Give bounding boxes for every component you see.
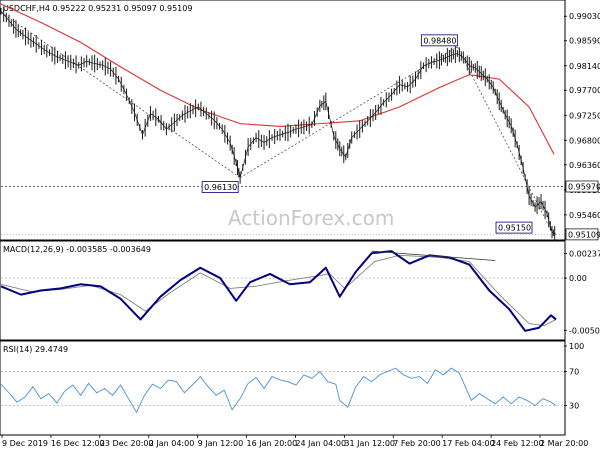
rsi-tick-label: 100 — [569, 342, 584, 351]
ma-line — [0, 3, 555, 155]
rsi-panel — [0, 340, 566, 436]
price-tick-label: 0.99030 — [569, 12, 600, 21]
trend-line-0 — [0, 12, 241, 178]
macd-panel — [0, 240, 566, 341]
price-panel — [0, 0, 566, 241]
current-price-box — [565, 228, 599, 241]
price-tick-label: 0.98590 — [569, 37, 600, 46]
macd-line — [0, 250, 557, 332]
annotation-label-1: 0.98480 — [423, 36, 456, 45]
level-label-box — [565, 180, 599, 193]
macd-tick-label: -0.005052 — [569, 326, 600, 335]
annotation-box-1 — [420, 34, 458, 47]
annotation-box-2 — [495, 221, 533, 234]
macd-tick-label: 0.002375 — [569, 250, 600, 259]
price-tick-label: 0.96800 — [569, 136, 600, 145]
x-tick-label: 31 Jan 12:00 — [344, 439, 395, 448]
macd-header: MACD(12,26,9) -0.003585 -0.003649 — [3, 245, 151, 254]
rsi-tick-label: 30 — [569, 402, 579, 411]
level-label: 0.95970 — [568, 182, 600, 191]
axes-layer: 0.99030 0.98590 0.98140 0.97700 0.97250 0.968… — [1, 12, 600, 448]
price-tick-label: 0.98140 — [569, 62, 600, 71]
x-tick-label: 24 Feb 12:00 — [491, 439, 543, 448]
x-tick-label: 9 Jan 12:00 — [198, 439, 244, 448]
price-line — [0, 11, 557, 235]
macd-tick-label: 0.00 — [569, 274, 587, 283]
price-layer: 0.96130 0.98480 0.95150 — [0, 3, 564, 242]
rsi-line — [0, 367, 557, 414]
x-tick-label: 17 Feb 04:00 — [442, 439, 494, 448]
price-header: USDCHF,H4 0.95222 0.95231 0.95097 0.9510… — [3, 4, 192, 13]
price-tick-label: 0.97250 — [569, 111, 600, 120]
watermark: ActionForex.com — [228, 206, 394, 230]
x-tick-label: 16 Dec 12:00 — [51, 439, 105, 448]
x-tick-label: 2 Jan 04:00 — [149, 439, 195, 448]
current-price-label: 0.95109 — [568, 230, 600, 239]
macd-layer — [0, 250, 564, 332]
x-tick-label: 24 Jan 04:00 — [295, 439, 346, 448]
macd-divergence-line — [371, 250, 496, 261]
rsi-tick-label: 70 — [569, 368, 579, 377]
rsi-header: RSI(14) 29.4749 — [3, 345, 68, 354]
price-tick-label: 0.97700 — [569, 86, 600, 95]
annotation-label-2: 0.95150 — [498, 224, 531, 233]
price-tick-label: 0.95460 — [569, 211, 600, 220]
x-tick-label: 7 Feb 20:00 — [393, 439, 440, 448]
trend-line-1 — [239, 46, 458, 178]
x-tick-label: 16 Jan 20:00 — [247, 439, 298, 448]
annotation-box-0 — [201, 181, 239, 193]
rsi-layer — [0, 367, 564, 414]
trend-line-2 — [456, 46, 553, 233]
annotation-label-0: 0.96130 — [204, 183, 237, 192]
x-tick-label: 23 Dec 20:00 — [100, 439, 154, 448]
x-tick-label: 2 Mar 20:00 — [540, 439, 588, 448]
x-tick-label: 9 Dec 2019 — [2, 439, 48, 448]
price-tick-label: 0.96360 — [569, 161, 600, 170]
macd-signal-line — [0, 254, 557, 327]
